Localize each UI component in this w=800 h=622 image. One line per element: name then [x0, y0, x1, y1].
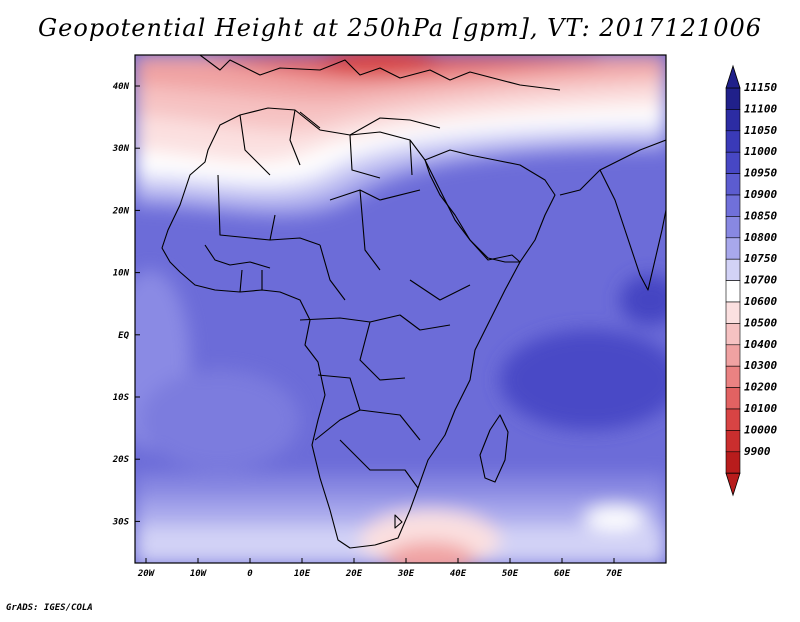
- colorbar-swatch: [725, 365, 741, 388]
- colorbar-label: 11100: [744, 102, 777, 115]
- lon-label: 70E: [606, 569, 623, 579]
- colorbar-swatch: [725, 87, 741, 110]
- colorbar-swatch: [725, 173, 741, 196]
- map-title: Geopotential Height at 250hPa [gpm], VT:…: [38, 14, 762, 42]
- geopotential-field: [135, 55, 666, 563]
- colorbar-label: 10200: [744, 381, 777, 394]
- colorbar-label: 11150: [744, 81, 777, 94]
- colorbar-swatch: [725, 109, 741, 132]
- lat-label: 10S: [113, 393, 130, 403]
- lon-label: 20W: [137, 569, 156, 579]
- colorbar-swatch: [725, 430, 741, 453]
- colorbar-swatch: [725, 130, 741, 153]
- lat-label: 30S: [112, 517, 130, 527]
- colorbar-swatch: [725, 216, 741, 239]
- lon-label: 50E: [502, 569, 519, 579]
- colorbar-label: 10400: [744, 338, 777, 351]
- lat-label: EQ: [118, 331, 129, 341]
- colorbar-label: 10300: [744, 359, 777, 372]
- longitude-labels: 20W 10W 0 10E 20E 30E 40E 50E 60E 70E: [137, 558, 623, 579]
- lon-label: 10E: [294, 569, 311, 579]
- colorbar-swatch: [725, 237, 741, 260]
- colorbar-label: 10600: [744, 295, 777, 308]
- colorbar-label: 11000: [744, 145, 777, 158]
- colorbar-label: 10800: [744, 231, 777, 244]
- colorbar: 11150 11100 11050 11000 10950 10900 10850 10800…: [725, 64, 777, 497]
- colorbar-swatch: [725, 280, 741, 303]
- lon-label: 30E: [397, 569, 415, 579]
- coastlines-and-borders: [161, 55, 666, 549]
- colorbar-label: 10500: [744, 316, 777, 329]
- colorbar-label: 10000: [744, 423, 777, 436]
- map-frame: [134, 54, 667, 564]
- colorbar-min-arrow: [725, 472, 741, 497]
- colorbar-swatch: [725, 258, 741, 281]
- colorbar-swatch: [725, 301, 741, 324]
- latitude-labels: 40N 30N 20N 10N EQ 10S 20S 30S: [112, 82, 140, 527]
- footer-credit: GrADS: IGES/COLA: [6, 603, 93, 613]
- lat-label: 30N: [112, 144, 130, 154]
- lat-label: 20N: [112, 206, 130, 216]
- colorbar-swatch: [725, 323, 741, 346]
- colorbar-label: 10900: [744, 188, 777, 201]
- lon-label: 40E: [450, 569, 467, 579]
- colorbar-label: 10100: [744, 402, 777, 415]
- colorbar-swatch: [725, 151, 741, 174]
- colorbar-label: 9900: [744, 445, 771, 458]
- colorbar-swatch: [725, 387, 741, 410]
- colorbar-label: 10850: [744, 209, 777, 222]
- colorbar-swatch: [725, 408, 741, 431]
- colorbar-label: 10950: [744, 167, 777, 180]
- lon-label: 60E: [554, 569, 571, 579]
- colorbar-swatch: [725, 194, 741, 217]
- lat-label: 10N: [113, 269, 130, 279]
- colorbar-label: 10750: [744, 252, 777, 265]
- lon-label: 10W: [190, 569, 208, 579]
- colorbar-label: 10700: [744, 274, 777, 287]
- lat-label: 40N: [113, 82, 130, 92]
- lat-label: 20S: [112, 455, 130, 465]
- colorbar-swatch: [725, 344, 741, 367]
- lon-label: 0: [247, 569, 253, 579]
- lon-label: 20E: [345, 569, 363, 579]
- colorbar-swatch: [725, 451, 741, 474]
- colorbar-max-arrow: [725, 64, 741, 89]
- colorbar-label: 11050: [744, 124, 777, 137]
